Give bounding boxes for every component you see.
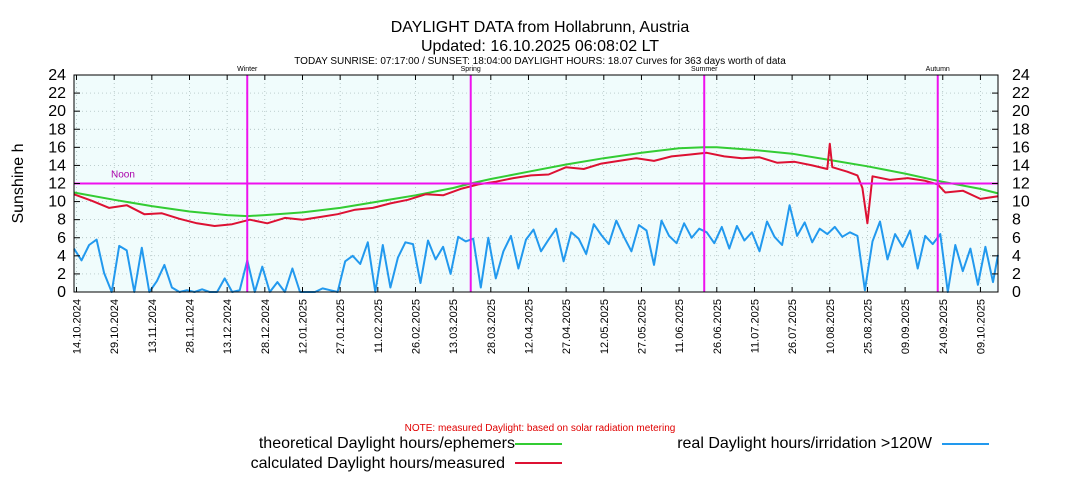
x-tick-label: 11.02.2025 (373, 299, 385, 353)
x-tick-label: 13.03.2025 (448, 299, 460, 354)
y-tick-label-left: 12 (48, 176, 66, 193)
x-tick-label: 27.05.2025 (636, 299, 648, 354)
sunrise-sunset-info: TODAY SUNRISE: 07:17:00 / SUNSET: 18:04:… (294, 56, 786, 67)
y-tick-label-left: 0 (57, 284, 66, 301)
x-tick-label: 26.02.2025 (410, 299, 422, 354)
x-tick-label: 13.11.2024 (147, 299, 159, 353)
x-tick-label: 26.07.2025 (787, 299, 799, 354)
x-tick-label: 13.12.2024 (222, 299, 234, 354)
series-line-calculated (73, 142, 999, 227)
season-label-winter: Winter (237, 66, 258, 73)
y-tick-label-left: 22 (48, 85, 66, 102)
legend-label-theoretical: theoretical Daylight hours/ephemers (258, 435, 515, 452)
y-tick-label-right: 4 (1012, 248, 1021, 265)
x-tick-label: 12.01.2025 (297, 299, 309, 354)
measurement-note: NOTE: measured Daylight: based on solar … (404, 423, 676, 434)
noon-label: Noon (111, 170, 135, 181)
x-tick-label: 28.03.2025 (486, 299, 498, 354)
y-tick-label-right: 6 (1012, 230, 1021, 247)
y-tick-label-left: 8 (57, 212, 66, 229)
y-tick-label-left: 4 (57, 248, 66, 265)
y-axis-label: Sunshine h (10, 143, 27, 223)
y-tick-label-left: 20 (48, 103, 66, 120)
y-tick-label-left: 24 (48, 67, 66, 84)
chart-title: DAYLIGHT DATA from Hollabrunn, Austria (390, 19, 690, 36)
updated-timestamp: Updated: 16.10.2025 06:08:02 LT (420, 38, 660, 55)
y-tick-label-right: 24 (1012, 67, 1030, 84)
y-tick-label-right: 14 (1012, 157, 1030, 174)
legend-label-real: real Daylight hours/irridation >120W (677, 435, 932, 452)
series-line-real (73, 204, 999, 293)
x-tick-label: 27.01.2025 (335, 299, 347, 354)
x-tick-label: 09.10.2025 (975, 299, 987, 354)
season-label-spring: Spring (461, 66, 481, 73)
y-tick-label-left: 2 (57, 266, 66, 283)
x-tick-label: 27.04.2025 (561, 299, 573, 354)
chart-markers: Noon Winter Spring Summer Autumn (74, 66, 998, 292)
y-tick-label-left: 10 (48, 194, 66, 211)
series-line-theoretical (73, 146, 999, 218)
x-tick-label: 28.12.2024 (260, 299, 272, 354)
y-tick-label-right: 10 (1012, 194, 1030, 211)
x-tick-label: 12.04.2025 (523, 299, 535, 354)
x-tick-label: 28.11.2024 (185, 299, 197, 353)
legend-label-calculated: calculated Daylight hours/measured (250, 455, 505, 472)
y-tick-label-left: 18 (48, 121, 66, 138)
x-tick-label: 11.07.2025 (749, 299, 761, 353)
y-tick-label-right: 16 (1012, 139, 1030, 156)
y-tick-label-right: 18 (1012, 121, 1030, 138)
y-tick-label-left: 6 (57, 230, 66, 247)
y-tick-label-right: 12 (1012, 176, 1030, 193)
legend-swatches (515, 443, 989, 464)
x-tick-label: 25.08.2025 (862, 299, 874, 354)
y-tick-label-right: 0 (1012, 284, 1021, 301)
x-tick-label: 12.05.2025 (599, 299, 611, 354)
y-tick-label-right: 2 (1012, 266, 1021, 283)
y-tick-label-right: 8 (1012, 212, 1021, 229)
y-tick-label-right: 22 (1012, 85, 1030, 102)
x-tick-label: 11.06.2025 (674, 299, 686, 353)
y-tick-label-left: 16 (48, 139, 66, 156)
season-label-autumn: Autumn (926, 66, 950, 73)
x-tick-label: 24.09.2025 (938, 299, 950, 354)
x-tick-label: 14.10.2024 (72, 299, 84, 354)
x-tick-label: 09.09.2025 (900, 299, 912, 354)
y-tick-label-right: 20 (1012, 103, 1030, 120)
y-tick-label-left: 14 (48, 157, 66, 174)
x-tick-label: 26.06.2025 (712, 299, 724, 354)
season-label-summer: Summer (691, 66, 718, 73)
x-tick-label: 10.08.2025 (825, 299, 837, 354)
chart-series (73, 142, 999, 293)
x-tick-label: 29.10.2024 (109, 299, 121, 354)
